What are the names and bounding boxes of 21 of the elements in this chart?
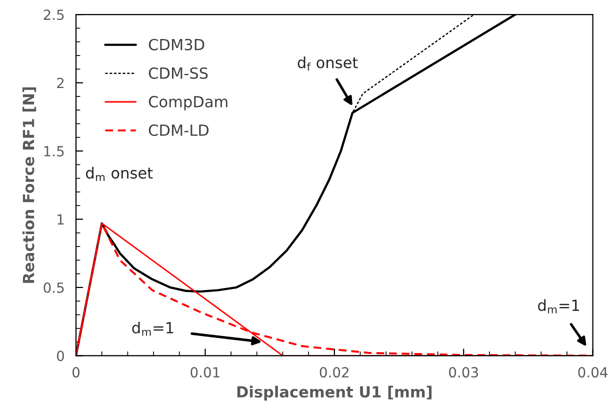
legend-label: CDM-LD bbox=[148, 124, 209, 136]
legend-label: CDM3D bbox=[148, 38, 204, 50]
x-tick-label: 0.01 bbox=[190, 367, 220, 378]
y-tick-label: 2 bbox=[57, 78, 64, 88]
y-tick-label: 1.5 bbox=[44, 146, 64, 156]
y-tick-label: 0 bbox=[56, 350, 64, 362]
annotation: d$_{m}$ onset bbox=[86, 166, 153, 181]
legend-label: CDM-SS bbox=[148, 67, 208, 79]
x-tick-label: 0.04 bbox=[578, 367, 608, 378]
annotation: d$_{m}$=1 bbox=[538, 299, 580, 314]
x-tick-label: 0.02 bbox=[320, 367, 348, 378]
y-tick-label: 1 bbox=[58, 214, 64, 225]
y-tick-label: 2.5 bbox=[44, 10, 64, 20]
annotation: d$_{f}$ onset bbox=[298, 56, 358, 71]
legend-label: CompDam bbox=[148, 96, 228, 110]
y-tick-label: 0.5 bbox=[44, 282, 64, 293]
x-tick-label: 0 bbox=[72, 367, 80, 378]
x-axis-title: Displacement U1 [mm] bbox=[237, 386, 432, 401]
annotation: d$_{m}$=1 bbox=[132, 322, 174, 336]
x-tick-label: 0.03 bbox=[449, 367, 478, 378]
y-axis-title: Reaction Force RF1 [N] bbox=[22, 87, 36, 283]
